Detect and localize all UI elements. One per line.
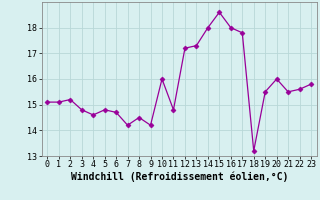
X-axis label: Windchill (Refroidissement éolien,°C): Windchill (Refroidissement éolien,°C) <box>70 172 288 182</box>
